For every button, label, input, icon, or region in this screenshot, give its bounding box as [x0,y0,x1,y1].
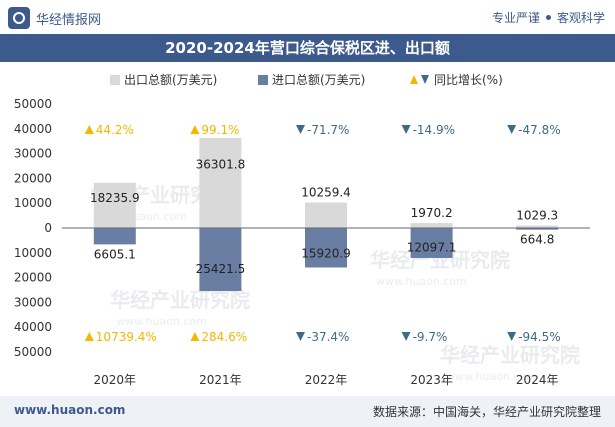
y-tick-label: 30000 [14,295,52,309]
y-tick-label: 20000 [14,271,52,285]
import-growth-label: 10739.4% [96,330,157,344]
export-bar [305,202,347,228]
import-value-label: 664.8 [520,233,554,247]
export-growth-label: -47.8% [518,123,560,137]
import-bar [410,228,453,259]
x-tick-label: 2024年 [516,373,559,387]
import-bar [199,228,242,292]
y-tick-label: 0 [44,221,52,235]
import-growth-label: -37.4% [307,330,349,344]
export-growth-down-triangle-icon [507,125,517,134]
y-tick-label: 40000 [14,320,52,334]
legend-label-export: 出口总额(万美元) [124,73,217,87]
y-tick-label: 50000 [14,97,52,111]
legend-down-triangle-icon [421,75,429,84]
import-growth-up-triangle-icon [190,332,200,341]
export-bar [410,223,453,228]
import-growth-up-triangle-icon [84,332,94,341]
export-value-label: 10259.4 [301,186,351,200]
x-tick-label: 2020年 [94,373,137,387]
watermark-url: www.huaon.com [116,315,207,328]
export-value-label: 1970.2 [411,206,453,220]
export-value-label: 1029.3 [516,208,558,222]
import-value-label: 6605.1 [94,247,136,261]
import-value-label: 25421.5 [196,262,246,276]
import-growth-down-triangle-icon [296,332,305,341]
y-tick-label: 20000 [14,171,52,185]
y-tick-label: 30000 [14,147,52,161]
brand-name: 华经情报网 [36,12,102,28]
footer: www.huaon.com 数据来源：中国海关，华经产业研究院整理 [0,396,615,427]
slogan-right: 客观科学 [556,11,605,25]
export-value-label: 18235.9 [90,191,140,205]
legend-swatch-import [258,75,268,85]
x-tick-label: 2021年 [199,373,242,387]
y-tick-label: 10000 [14,246,52,260]
chart-title: 2020-2024年营口综合保税区进、出口额 [0,34,615,62]
export-bar [199,137,242,228]
chart: 华经产业研究院 www.huaon.com 华经产业研究院 www.huaon.com… [14,73,590,387]
x-tick-label: 2022年 [305,373,348,387]
import-growth-label: -9.7% [413,330,448,344]
watermark-text: 华经产业研究院 [440,343,580,367]
top-bar: 华经情报网 专业严谨 客观科学 [0,0,615,34]
export-growth-label: 99.1% [201,123,239,137]
legend-up-triangle-icon [410,75,418,84]
import-value-label: 15920.9 [301,247,351,261]
export-growth-label: -71.7% [307,123,349,137]
legend-swatch-export [110,75,120,85]
slogan-dot-icon [545,15,551,20]
watermark-url: www.huaon.com [376,275,467,288]
import-growth-label: 284.6% [201,330,247,344]
slogan: 专业严谨 客观科学 [492,9,605,26]
watermark-text: 华经产业研究院 [110,288,250,312]
import-value-label: 12097.1 [407,241,457,255]
import-bar [305,228,347,268]
footer-url: www.huaon.com [14,403,126,417]
import-growth-down-triangle-icon [507,332,517,341]
export-value-label: 36301.8 [196,157,246,171]
logo-icon [8,7,30,29]
y-tick-label: 10000 [14,196,52,210]
export-growth-label: 44.2% [96,123,134,137]
slogan-left: 专业严谨 [491,11,540,25]
footer-source: 数据来源：中国海关，华经产业研究院整理 [372,405,601,419]
import-growth-label: -94.5% [518,330,560,344]
y-tick-label: 40000 [14,122,52,136]
export-growth-label: -14.9% [413,123,455,137]
export-growth-down-triangle-icon [401,125,411,134]
import-growth-down-triangle-icon [401,332,411,341]
watermark-url: www.huaon.com [446,370,537,383]
import-bar [516,228,559,230]
y-tick-label: 50000 [14,345,52,359]
export-growth-up-triangle-icon [84,125,94,134]
x-tick-label: 2023年 [410,373,453,387]
export-growth-down-triangle-icon [296,125,305,134]
import-bar [93,228,136,245]
legend-label-growth: 同比增长(%) [434,73,503,87]
export-bar [93,182,136,228]
legend-label-import: 进口总额(万美元) [272,73,365,87]
export-growth-up-triangle-icon [190,125,200,134]
export-bar [516,225,559,228]
brand-logo: 华经情报网 [8,7,101,29]
